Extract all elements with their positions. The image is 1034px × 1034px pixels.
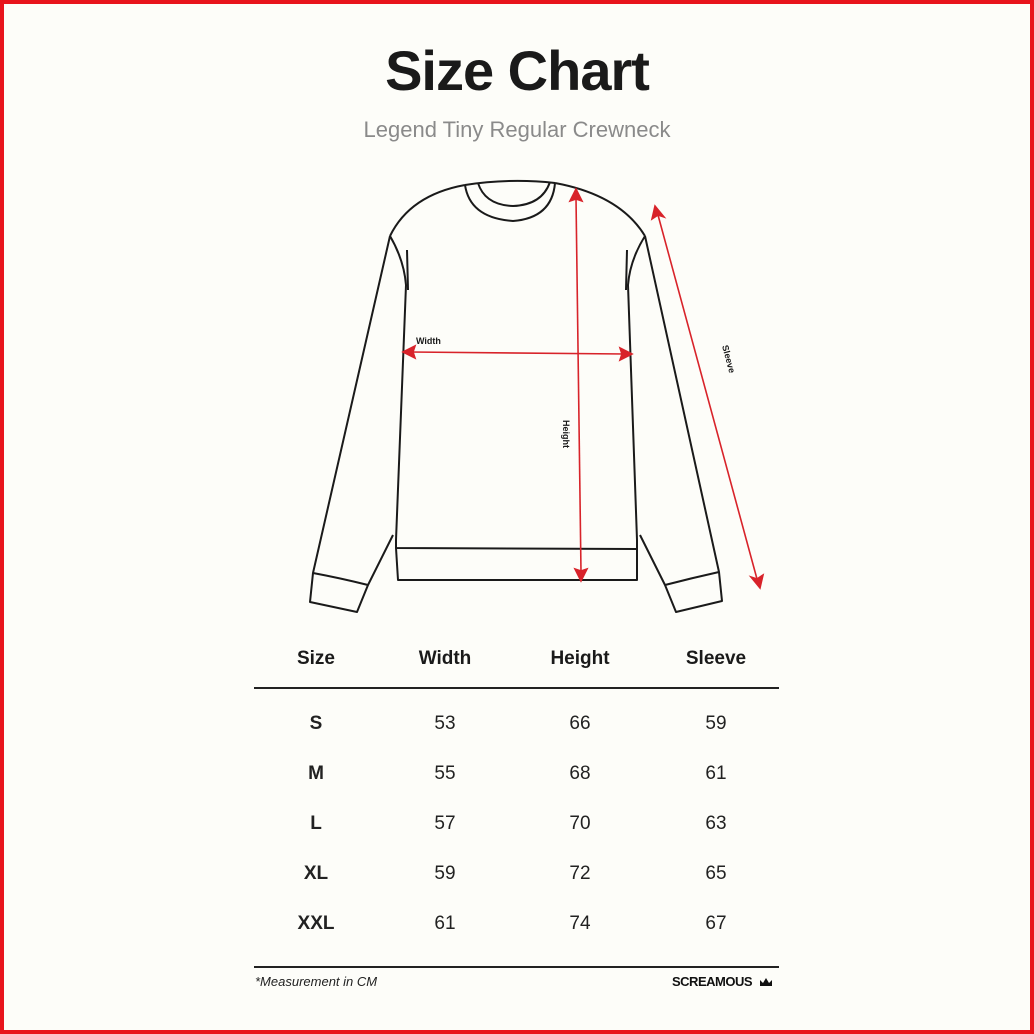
cell-width: 55 (434, 763, 456, 784)
right-armhole (627, 235, 646, 541)
right-seam (625, 249, 628, 291)
cell-sleeve: 67 (705, 913, 727, 934)
header-sleeve: Sleeve (685, 648, 747, 669)
cell-size: L (310, 813, 322, 834)
cell-height: 72 (569, 863, 591, 884)
cell-height: 66 (569, 713, 591, 734)
cell-width: 61 (434, 913, 456, 934)
cell-size: XXL (297, 913, 335, 934)
cell-width: 57 (434, 813, 456, 834)
width-arrow (409, 351, 626, 355)
width-label: Width (416, 336, 441, 346)
hem-top (395, 540, 638, 550)
height-arrow-head-top (568, 187, 584, 203)
hem-band (395, 547, 638, 581)
height-label: Height (561, 420, 571, 448)
right-cuff-seam (664, 571, 720, 586)
measurement-arrows (401, 187, 765, 590)
cell-width: 53 (434, 713, 456, 734)
width-arrow-head-right (618, 346, 634, 362)
cell-size: XL (303, 863, 329, 884)
cell-height: 68 (569, 763, 591, 784)
collar-inner (464, 182, 556, 222)
width-arrow-head-left (401, 344, 417, 360)
left-shoulder (389, 184, 466, 237)
cell-size: S (309, 713, 323, 734)
sleeve-arrow (657, 214, 758, 580)
header-size: Size (296, 648, 336, 669)
left-sleeve (309, 235, 394, 613)
brand-logo: SCREAMOUS (672, 974, 773, 989)
footer-divider (254, 966, 779, 968)
cell-sleeve: 59 (705, 713, 727, 734)
brand-name: SCREAMOUS (672, 974, 753, 989)
header-width: Width (418, 648, 472, 669)
cell-sleeve: 61 (705, 763, 727, 784)
header-divider (254, 687, 779, 689)
measurement-note: *Measurement in CM (255, 974, 378, 989)
height-arrow-head-bottom (573, 567, 589, 583)
cell-height: 70 (569, 813, 591, 834)
sleeve-label: Sleeve (720, 344, 737, 374)
neck-opening (477, 181, 551, 207)
product-subtitle: Legend Tiny Regular Crewneck (363, 117, 671, 142)
cell-size: M (308, 763, 324, 784)
left-armhole (389, 235, 407, 541)
right-shoulder (554, 182, 646, 237)
cell-width: 59 (434, 863, 456, 884)
sleeve-arrow-head-bottom (748, 573, 765, 590)
cell-height: 74 (569, 913, 591, 934)
sleeve-arrow-head-top (650, 204, 667, 221)
sweater-outline (309, 179, 723, 613)
page-title: Size Chart (385, 39, 650, 102)
collar-top (464, 179, 556, 186)
left-seam (406, 249, 409, 291)
left-cuff-seam (312, 572, 369, 586)
right-sleeve (639, 235, 723, 613)
cell-sleeve: 65 (705, 863, 727, 884)
cell-sleeve: 63 (705, 813, 727, 834)
crown-icon (760, 978, 773, 986)
height-arrow (575, 197, 582, 573)
header-height: Height (550, 648, 610, 669)
